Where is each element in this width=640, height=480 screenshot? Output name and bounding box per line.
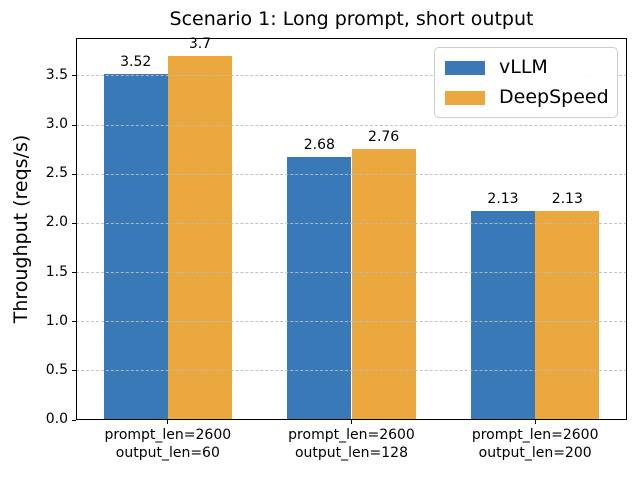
y-tick [72, 370, 76, 372]
legend-entry: vLLM [445, 57, 607, 78]
legend: vLLM DeepSpeed [434, 47, 618, 118]
y-tick [72, 173, 76, 175]
y-tick-label: 3.0 [45, 116, 68, 133]
chart-title: Scenario 1: Long prompt, short output [169, 8, 534, 30]
x-tick-label: prompt_len=2600 output_len=200 [471, 427, 599, 461]
legend-label: DeepSpeed [499, 86, 609, 108]
y-tick [72, 124, 76, 126]
y-tick-label: 0.0 [45, 411, 68, 427]
bar-vllm [287, 156, 352, 420]
gridline [76, 321, 627, 323]
bar-value-label: 2.68 [303, 136, 335, 153]
legend-entry: DeepSpeed [445, 86, 609, 108]
y-tick-label: 0.5 [45, 361, 68, 378]
x-tick-label: prompt_len=2600 output_len=128 [288, 427, 415, 461]
bar-value-label: 3.52 [120, 53, 152, 70]
gridline [76, 173, 627, 175]
gridline [76, 124, 627, 126]
bar-value-label: 2.13 [551, 190, 583, 207]
bar-value-label: 2.13 [487, 190, 519, 207]
x-tick [534, 420, 536, 424]
y-tick [72, 272, 76, 274]
gridline [76, 222, 627, 224]
y-tick [72, 419, 76, 421]
bar-value-label: 2.76 [368, 128, 400, 145]
y-tick [72, 75, 76, 77]
bar-deepspeed [351, 148, 416, 420]
bar-vllm [470, 210, 536, 420]
legend-color-patch [445, 60, 485, 75]
bar-vllm [103, 73, 168, 420]
y-tick-label: 2.0 [45, 214, 68, 231]
legend-color-patch [445, 90, 485, 105]
y-tick-label: 1.0 [45, 312, 68, 329]
y-tick-label: 1.5 [45, 263, 68, 280]
x-tick-label: prompt_len=2600 output_len=60 [104, 427, 232, 461]
bar-deepspeed [535, 210, 600, 420]
gridline [76, 272, 627, 274]
y-tick [72, 321, 76, 323]
x-tick [167, 420, 169, 424]
legend-label: vLLM [499, 56, 548, 78]
bar-value-label: 3.7 [188, 36, 212, 53]
y-tick [72, 222, 76, 224]
y-tick-label: 2.5 [45, 165, 68, 182]
gridline [76, 75, 627, 77]
x-tick [351, 420, 352, 424]
gridline [76, 370, 627, 372]
bar-deepspeed [167, 56, 233, 420]
y-tick-label: 3.5 [45, 66, 68, 83]
